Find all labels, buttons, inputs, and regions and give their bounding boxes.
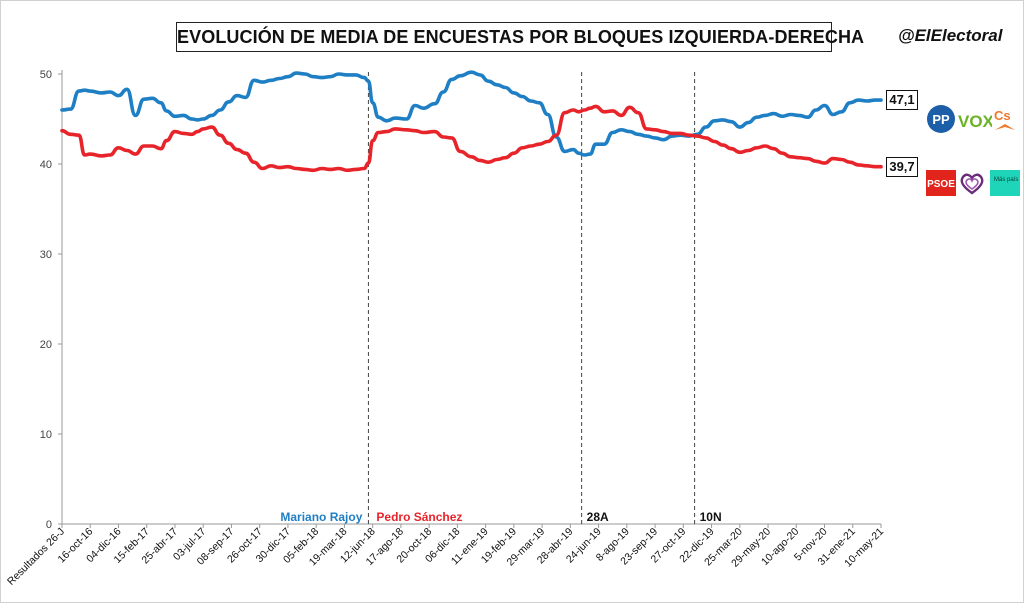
x-tick-labels: Resultados 26-J16-oct-1604-dic-1615-feb-… bbox=[5, 526, 886, 588]
right-bloc-value-badge: 47,1 bbox=[886, 90, 918, 111]
cs-logo: Cs bbox=[994, 108, 1015, 130]
pp-logo: PP bbox=[927, 105, 955, 133]
y-tick-label: 50 bbox=[40, 69, 52, 81]
right-bloc-series-line bbox=[60, 70, 883, 157]
y-tick-label: 10 bbox=[40, 429, 52, 441]
mas-pais-logo: Más país bbox=[990, 170, 1020, 196]
y-tick-labels: 0 10 20 30 40 50 bbox=[40, 69, 52, 531]
event-markers: 28A 10N bbox=[367, 72, 722, 524]
series-lines bbox=[60, 70, 883, 173]
period-label-sanchez: Pedro Sánchez bbox=[376, 510, 462, 524]
period-label-rajoy: Mariano Rajoy bbox=[280, 510, 362, 524]
vox-logo-text: VOX bbox=[958, 112, 992, 130]
pp-logo-text: PP bbox=[932, 112, 950, 127]
left-bloc-series-line bbox=[60, 104, 883, 173]
axes bbox=[58, 70, 882, 528]
left-bloc-value-badge: 39,7 bbox=[886, 156, 918, 177]
mas-pais-logo-text: Más país bbox=[994, 177, 1018, 183]
y-tick-label: 30 bbox=[40, 249, 52, 261]
psoe-logo-text: PSOE bbox=[927, 179, 955, 190]
vox-logo: VOX bbox=[958, 112, 992, 130]
y-tick-label: 20 bbox=[40, 339, 52, 351]
period-labels: Mariano Rajoy Pedro Sánchez bbox=[280, 510, 462, 524]
podemos-logo bbox=[960, 173, 984, 195]
event-label: 10N bbox=[700, 510, 722, 524]
brand-handle[interactable]: @ElElectoral bbox=[898, 26, 1003, 45]
chart-title: EVOLUCIÓN DE MEDIA DE ENCUESTAS POR BLOQ… bbox=[176, 22, 864, 52]
psoe-logo: PSOE bbox=[926, 170, 956, 196]
cs-logo-text: Cs bbox=[994, 108, 1011, 123]
event-label: 28A bbox=[587, 510, 609, 524]
y-tick-label: 40 bbox=[40, 159, 52, 171]
y-tick-label: 0 bbox=[46, 519, 52, 531]
